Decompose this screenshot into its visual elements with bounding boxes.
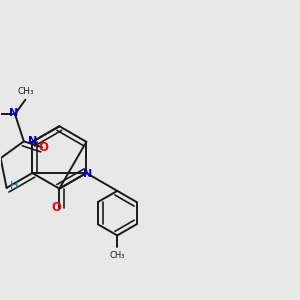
- Text: CH₃: CH₃: [110, 251, 125, 260]
- Text: H: H: [10, 182, 18, 191]
- Text: CH₃: CH₃: [17, 87, 34, 96]
- Text: N: N: [83, 169, 92, 179]
- Text: N: N: [28, 136, 37, 146]
- Text: N: N: [9, 108, 18, 118]
- Text: O: O: [39, 141, 49, 154]
- Text: O: O: [51, 202, 62, 214]
